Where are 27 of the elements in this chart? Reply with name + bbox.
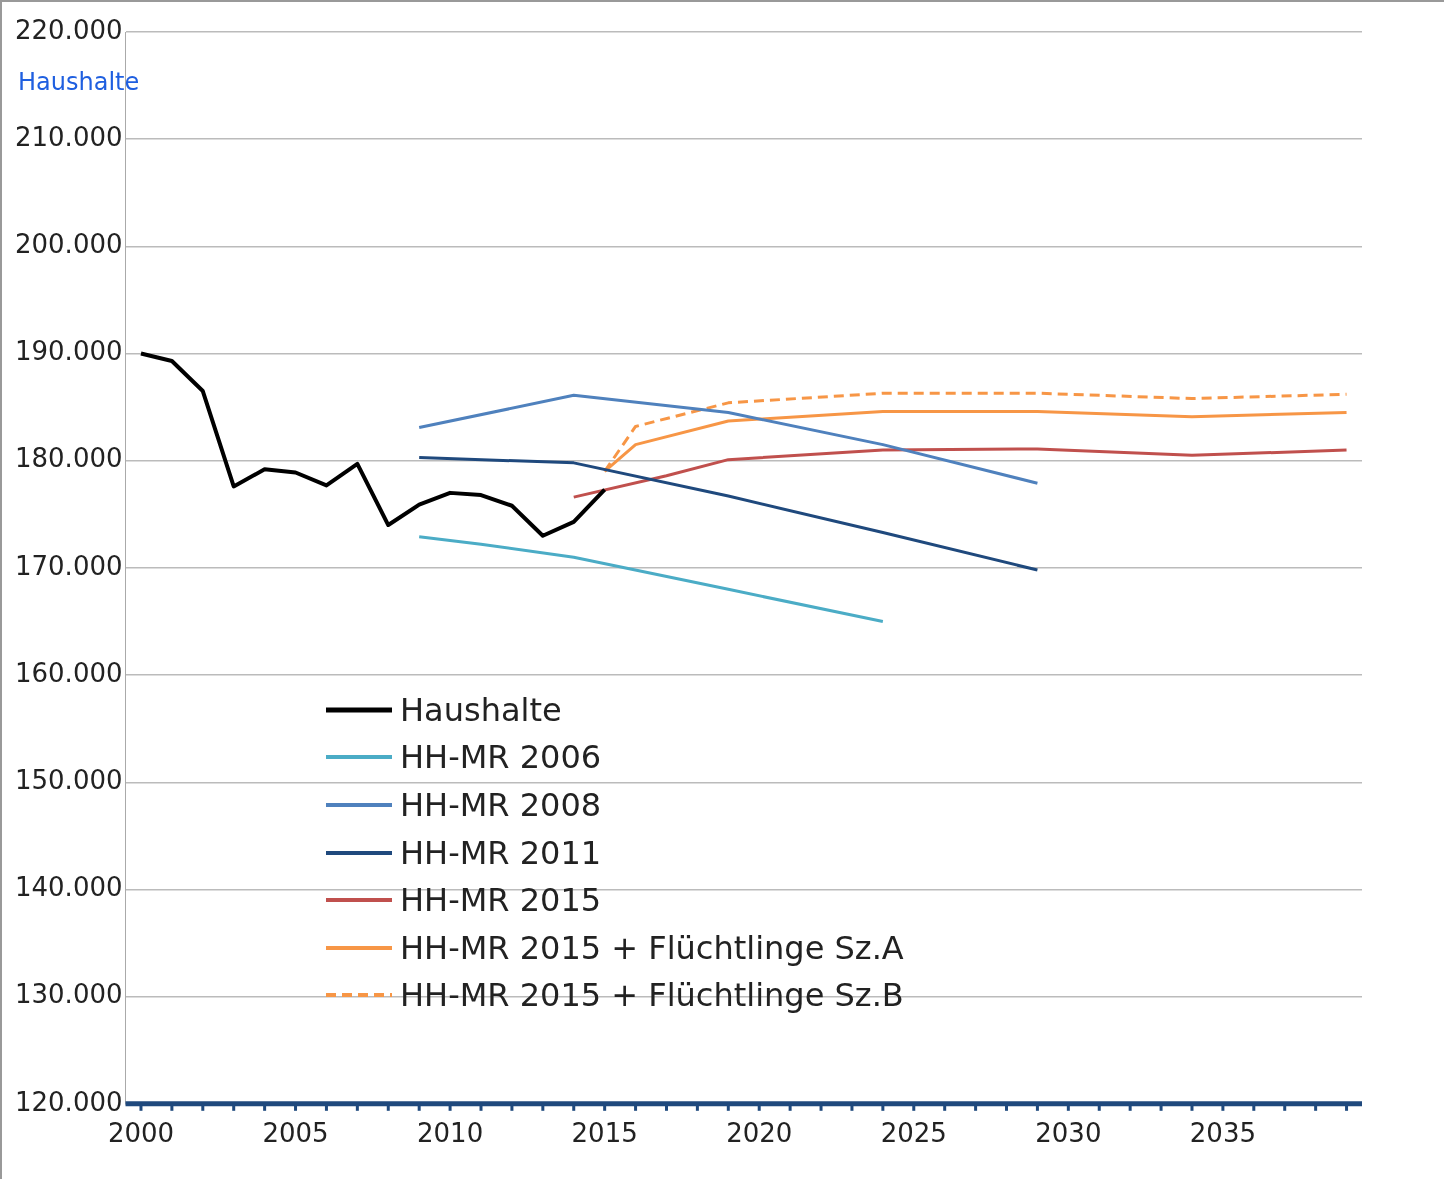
y-tick-label: 120.000	[14, 1086, 123, 1117]
legend-label: HH-MR 2006	[400, 738, 602, 777]
x-tick-label: 2015	[571, 1118, 638, 1149]
legend-label: HH-MR 2008	[400, 785, 602, 824]
y-axis-title: Haushalte	[18, 68, 140, 96]
y-tick-label: 220.000	[14, 14, 123, 45]
x-tick-label: 2025	[880, 1118, 947, 1149]
legend-label: HH-MR 2015 + Flüchtlinge Sz.B	[400, 976, 904, 1015]
y-tick-label: 190.000	[14, 336, 123, 367]
legend-label: HH-MR 2011	[400, 833, 602, 872]
y-tick-label: 160.000	[14, 657, 123, 688]
y-tick-label: 150.000	[14, 765, 123, 796]
y-tick-label: 200.000	[14, 229, 123, 260]
x-tick-label: 2020	[726, 1118, 793, 1149]
x-tick-label: 2010	[417, 1118, 484, 1149]
y-tick-label: 180.000	[14, 443, 123, 474]
y-tick-label: 140.000	[14, 872, 123, 903]
y-tick-label: 170.000	[14, 550, 123, 581]
x-tick-label: 2005	[262, 1118, 329, 1149]
legend-label: HH-MR 2015 + Flüchtlinge Sz.A	[400, 928, 904, 967]
x-tick-label: 2030	[1035, 1118, 1102, 1149]
legend-label: Haushalte	[400, 690, 562, 729]
y-tick-label: 130.000	[14, 979, 123, 1010]
x-tick-label: 2035	[1189, 1118, 1256, 1149]
x-tick-label: 2000	[107, 1118, 175, 1149]
legend-label: HH-MR 2015	[400, 881, 602, 920]
y-tick-label: 210.000	[14, 121, 123, 152]
